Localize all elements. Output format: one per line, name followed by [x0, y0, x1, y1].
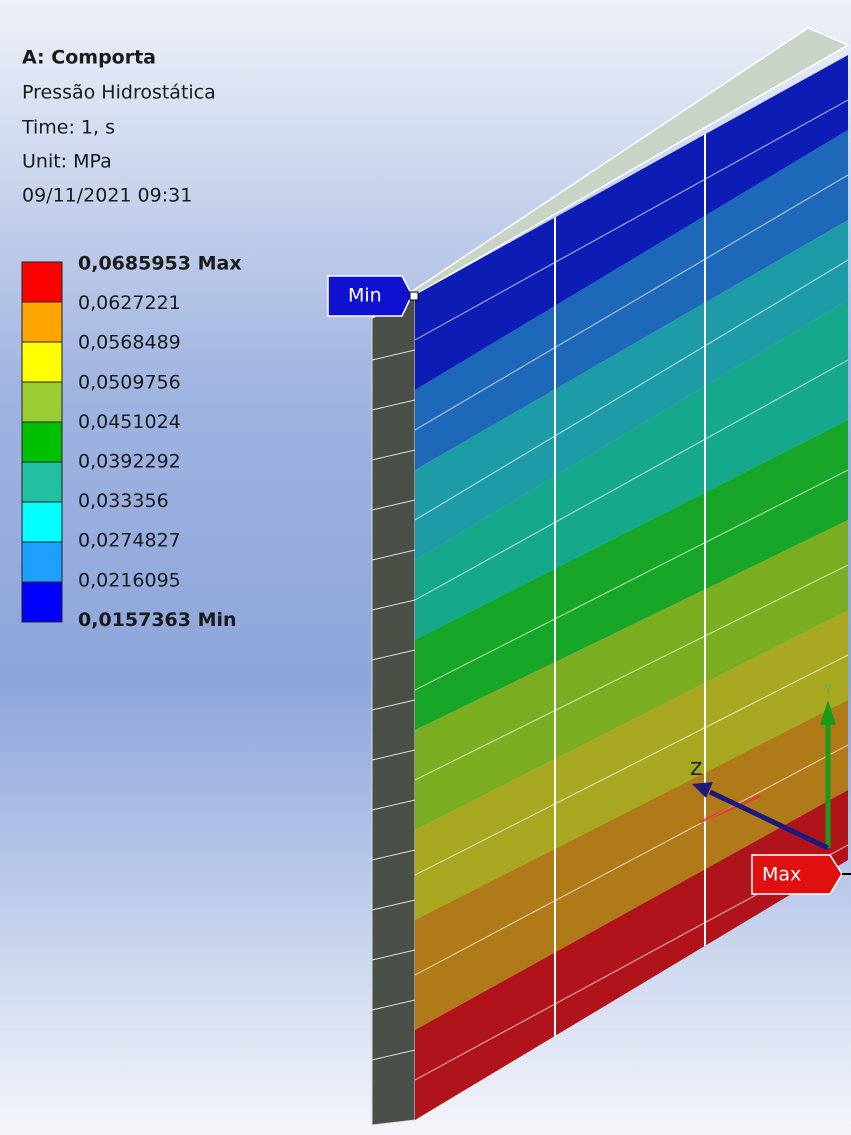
color-bar: [22, 262, 62, 622]
result-name: Pressão Hidrostática: [22, 82, 216, 104]
legend-label: 0,0216095: [78, 569, 181, 591]
time: Time: 1, s: [21, 117, 115, 139]
legend-label: 0,0392292: [78, 451, 181, 473]
plate-side: [372, 295, 415, 1125]
title: A: Comporta: [22, 47, 156, 69]
max-label: Max: [762, 864, 801, 886]
page: A: Comporta Pressão Hidrostática Time: 1…: [0, 0, 851, 1135]
legend-label: 0,033356: [78, 490, 169, 512]
date: 09/11/2021 09:31: [22, 185, 192, 207]
legend-label: 0,0274827: [78, 530, 181, 552]
legend-label: 0,0627221: [78, 292, 181, 314]
min-probe: Min: [328, 276, 418, 316]
legend-label: 0,0157363 Min: [78, 609, 237, 631]
viewport: A: Comporta Pressão Hidrostática Time: 1…: [0, 0, 851, 1135]
legend-label: 0,0685953 Max: [78, 253, 242, 275]
y-axis-label: Y: [823, 682, 833, 698]
legend-label: 0,0451024: [78, 411, 181, 433]
unit: Unit: MPa: [22, 151, 112, 173]
legend-label: 0,0568489: [78, 332, 181, 354]
z-axis-label: Z: [690, 759, 702, 780]
legend-label: 0,0509756: [78, 371, 181, 393]
min-label: Min: [348, 285, 382, 307]
